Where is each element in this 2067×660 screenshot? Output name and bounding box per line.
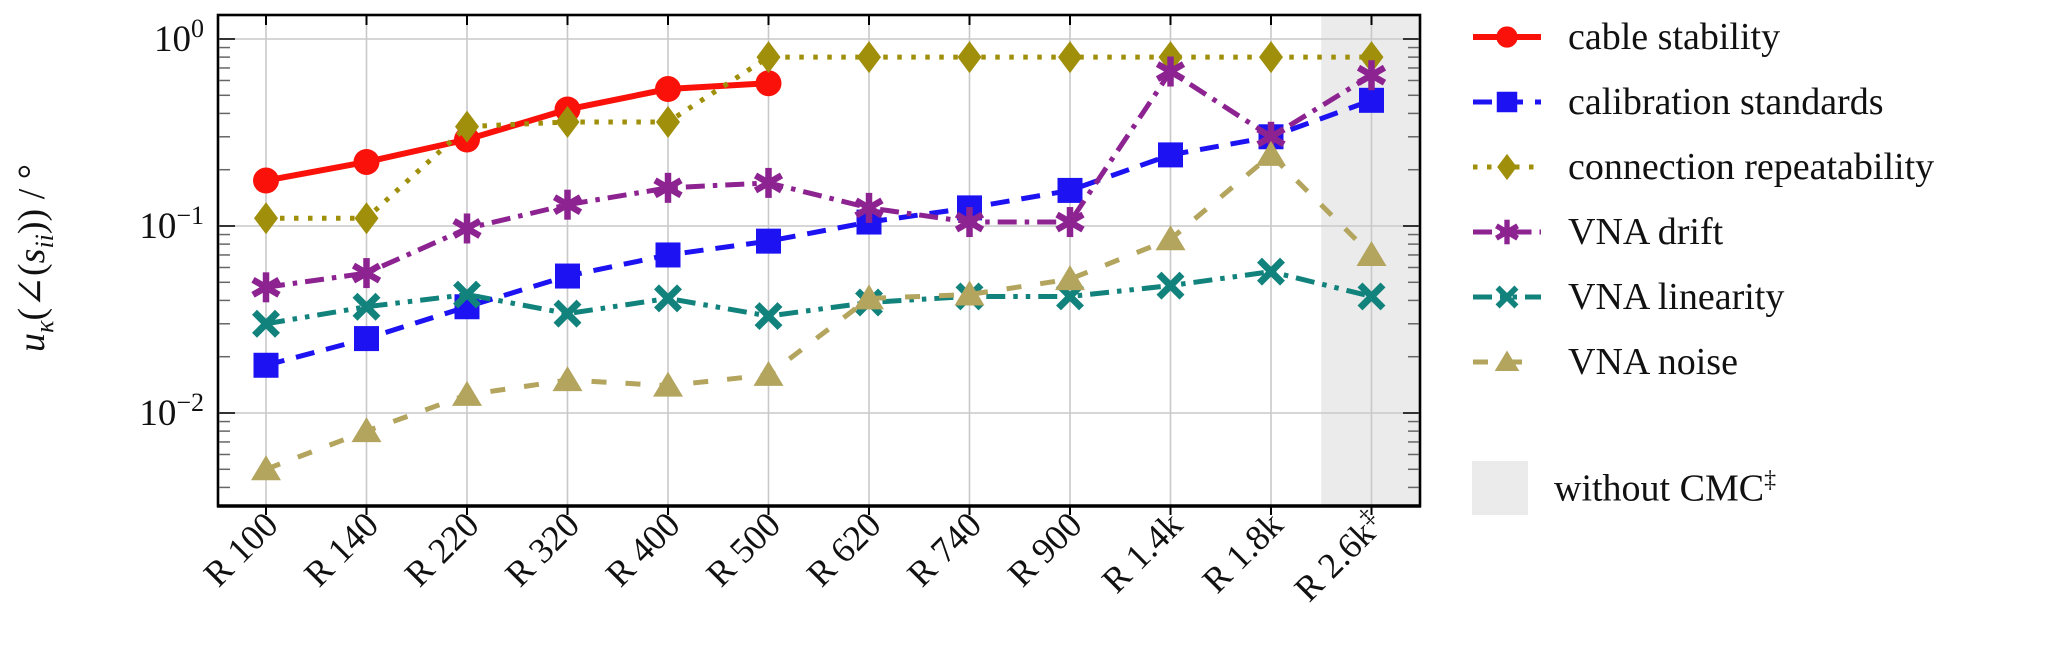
legend-sample-asterisk-icon [1473, 219, 1541, 244]
x-tick-label: R 100 [196, 504, 286, 594]
x-tick-label: R 2.6k‡ [1286, 504, 1391, 609]
legend-label: calibration standards [1568, 80, 1884, 123]
legend-sample-circle-icon [1473, 25, 1541, 48]
series-cable-stability [253, 70, 782, 194]
legend-item-vna-drift: VNA drift [1472, 199, 2062, 264]
legend-item-vna-noise: VNA noise [1472, 329, 2062, 394]
legend-item-vna-linearity: VNA linearity [1472, 264, 2062, 329]
legend-label: VNA linearity [1568, 275, 1785, 318]
x-tick-label: R 320 [497, 504, 587, 594]
x-tick-label: R 1.4k [1094, 504, 1190, 600]
legend-sample-triangle-icon [1473, 350, 1541, 371]
legend-sample-diamond-icon [1473, 153, 1541, 180]
legend-item-cable-stability: cable stability [1472, 4, 2062, 69]
major-ticks [219, 38, 1419, 414]
series-vna-drift [251, 56, 1387, 303]
legend-label: VNA drift [1568, 210, 1724, 253]
y-axis-label: uκ​(∠(sii​)) / ° [11, 164, 59, 352]
y-tick-label: 10−2 [139, 388, 204, 434]
legend-item-without-cmc: without CMC‡ [1472, 458, 2062, 518]
grid-lines [219, 16, 1419, 505]
x-tick-label: R 620 [799, 504, 889, 594]
x-ticks [265, 16, 1373, 515]
y-tick-label: 10−1 [139, 201, 204, 247]
without-cmc-label: without CMC‡ [1554, 467, 1777, 510]
legend-sample-x-icon [1473, 285, 1541, 308]
legend-sample-square-icon [1473, 91, 1541, 112]
y-tick-label: 100 [154, 14, 204, 60]
series-vna-linearity [252, 257, 1386, 338]
legend-label: cable stability [1568, 15, 1781, 58]
series-connection-repeatability [254, 41, 1384, 235]
x-tick-label: R 220 [397, 504, 487, 594]
minor-ticks [219, 46, 1419, 489]
x-tick-label: R 740 [899, 504, 989, 594]
legend-item-connection-repeatability: connection repeatability [1472, 134, 2062, 199]
x-tick-label: R 500 [698, 504, 788, 594]
x-tick-label: R 400 [598, 504, 688, 594]
series-vna-noise [251, 140, 1387, 481]
x-tick-label: R 1.8k [1194, 504, 1290, 600]
legend-item-calibration-standards: calibration standards [1472, 69, 2062, 134]
x-tick-label: R 140 [296, 504, 386, 594]
x-tick-label: R 900 [1000, 504, 1090, 594]
legend-label: VNA noise [1568, 340, 1738, 383]
chart-legend: cable stability calibration standards conn… [1472, 4, 2062, 518]
legend-label: connection repeatability [1568, 145, 1935, 188]
without-cmc-swatch-icon [1472, 461, 1528, 515]
